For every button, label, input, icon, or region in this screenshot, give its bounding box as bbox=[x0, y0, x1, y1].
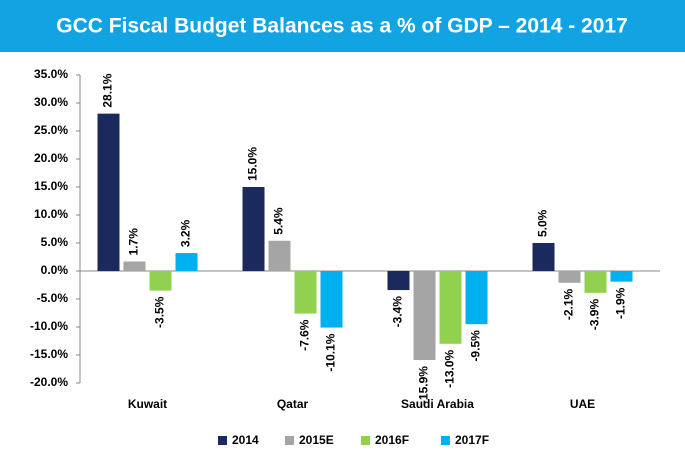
bar bbox=[294, 271, 317, 314]
value-label: 28.1% bbox=[101, 73, 115, 107]
title-banner bbox=[0, 0, 685, 52]
y-tick-label: -20.0% bbox=[30, 375, 68, 389]
y-tick-label: -15.0% bbox=[30, 347, 68, 361]
value-label: 5.0% bbox=[536, 209, 550, 237]
value-label: -13.0% bbox=[443, 349, 457, 387]
bar bbox=[465, 271, 488, 325]
value-label: -2.1% bbox=[562, 288, 576, 320]
value-label: 15.0% bbox=[246, 147, 260, 181]
y-tick-label: 35.0% bbox=[34, 67, 68, 81]
y-tick-label: 20.0% bbox=[34, 151, 68, 165]
value-label: -1.9% bbox=[614, 287, 628, 319]
y-tick-label: 5.0% bbox=[41, 235, 69, 249]
bar bbox=[387, 271, 410, 291]
y-tick-label: 15.0% bbox=[34, 179, 68, 193]
x-tick-label: Qatar bbox=[277, 397, 309, 411]
legend-label: 2017F bbox=[455, 433, 489, 447]
y-tick-label: 30.0% bbox=[34, 95, 68, 109]
legend-swatch bbox=[285, 436, 294, 445]
x-tick-label: Saudi Arabia bbox=[401, 397, 474, 411]
bar bbox=[532, 243, 555, 271]
legend-label: 2015E bbox=[299, 433, 334, 447]
x-tick-label: UAE bbox=[570, 397, 595, 411]
value-label: -3.9% bbox=[588, 299, 602, 331]
value-label: -7.6% bbox=[298, 319, 312, 351]
value-label: -15.9% bbox=[417, 366, 431, 404]
legend-swatch bbox=[361, 436, 370, 445]
value-label: -3.5% bbox=[153, 296, 167, 328]
value-label: -9.5% bbox=[469, 330, 483, 362]
bar bbox=[558, 271, 581, 283]
y-tick-label: -10.0% bbox=[30, 319, 68, 333]
bar bbox=[97, 113, 120, 271]
legend-swatch bbox=[441, 436, 450, 445]
chart-title: GCC Fiscal Budget Balances as a % of GDP… bbox=[56, 15, 628, 38]
legend-label: 2014 bbox=[232, 433, 259, 447]
bar bbox=[610, 271, 633, 282]
y-tick-label: -5.0% bbox=[37, 291, 69, 305]
bar bbox=[149, 271, 172, 291]
y-tick-label: 10.0% bbox=[34, 207, 68, 221]
bar bbox=[268, 240, 291, 271]
value-label: 5.4% bbox=[272, 207, 286, 235]
bar bbox=[175, 253, 198, 271]
bar bbox=[413, 271, 436, 361]
legend-label: 2016F bbox=[375, 433, 409, 447]
y-tick-label: 25.0% bbox=[34, 123, 68, 137]
bar bbox=[242, 187, 265, 271]
value-label: 3.2% bbox=[179, 219, 193, 247]
y-tick-label: 0.0% bbox=[41, 263, 69, 277]
x-tick-label: Kuwait bbox=[128, 397, 167, 411]
value-label: -10.1% bbox=[324, 333, 338, 371]
bar bbox=[123, 261, 146, 271]
value-label: 1.7% bbox=[127, 228, 141, 256]
bar bbox=[584, 271, 607, 293]
bar bbox=[439, 271, 462, 344]
legend-swatch bbox=[218, 436, 227, 445]
value-label: -3.4% bbox=[391, 296, 405, 328]
bar bbox=[320, 271, 343, 328]
